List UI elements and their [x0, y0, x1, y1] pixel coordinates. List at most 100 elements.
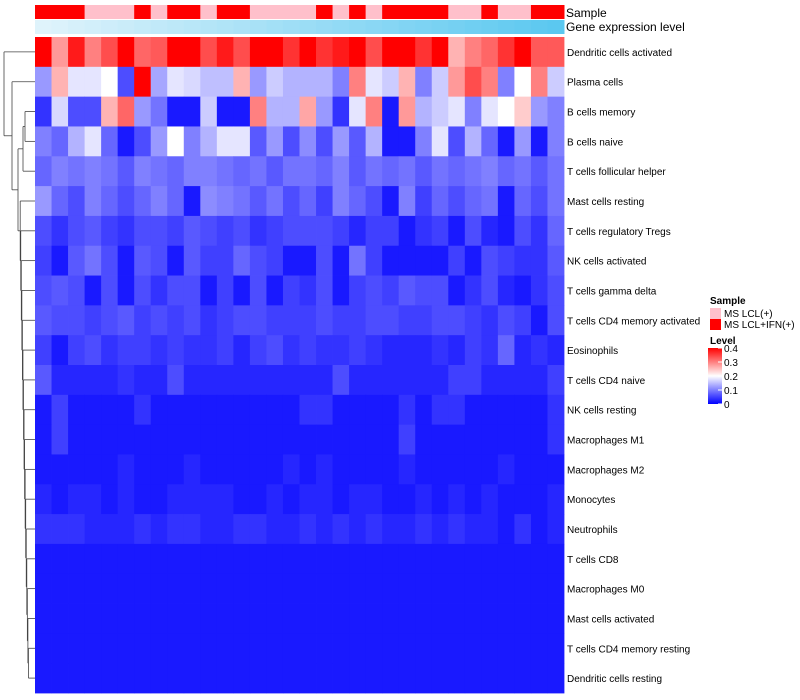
heatmap-cell [68, 37, 85, 68]
heatmap-cell [415, 66, 433, 98]
heatmap-cell [382, 245, 400, 276]
gene-expression-annotation-cell [51, 20, 69, 34]
heatmap-cell [200, 424, 218, 455]
heatmap-cell [68, 215, 85, 247]
gene-expression-annotation-cell [415, 20, 433, 34]
heatmap-cell [233, 156, 251, 187]
heatmap-cell [415, 365, 433, 396]
heatmap-cell [216, 215, 234, 247]
heatmap-cell [200, 66, 218, 98]
heatmap-cell [150, 156, 168, 187]
heatmap-cell [299, 514, 317, 545]
heatmap-cell [448, 484, 466, 515]
heatmap-cell [216, 305, 234, 336]
heatmap-cell [332, 454, 350, 485]
sample-annotation-cell [547, 5, 565, 19]
heatmap-cell [35, 424, 52, 455]
heatmap-cell [200, 305, 218, 336]
heatmap-cell [481, 365, 499, 396]
heatmap-cell [84, 603, 102, 634]
heatmap-cell [316, 424, 333, 455]
heatmap-cell [266, 424, 284, 455]
heatmap-cell [431, 215, 449, 247]
heatmap-cell [448, 603, 466, 634]
heatmap-cell [464, 514, 482, 545]
heatmap-cell [514, 96, 532, 127]
heatmap-cell [431, 126, 449, 157]
heatmap-cell [150, 573, 168, 604]
heatmap-cell [216, 245, 234, 276]
heatmap-cell [382, 573, 400, 604]
legend-tick-label: 0.3 [724, 358, 738, 369]
heatmap-cell [382, 603, 400, 634]
row-label: NK cells activated [567, 257, 646, 268]
heatmap-cell [84, 305, 102, 336]
heatmap-cell [415, 305, 433, 336]
heatmap-cell [249, 573, 267, 604]
heatmap-cell [448, 275, 466, 306]
heatmap-cell [547, 245, 565, 276]
heatmap-cell [514, 663, 532, 694]
heatmap-cell [282, 514, 300, 545]
heatmap-cell [349, 245, 367, 276]
heatmap-cell [84, 156, 102, 187]
row-label: B cells naive [567, 137, 624, 148]
heatmap-cell [216, 603, 234, 634]
heatmap-cell [233, 633, 251, 664]
heatmap-cell [547, 66, 565, 98]
heatmap-cell [282, 215, 300, 247]
heatmap-cell [68, 633, 85, 664]
heatmap-cell [134, 215, 152, 247]
heatmap-cell [481, 156, 499, 187]
heatmap-cell [365, 126, 383, 157]
heatmap-cell [415, 454, 433, 485]
heatmap-cell [117, 424, 135, 455]
heatmap-cell [349, 365, 367, 396]
heatmap-cell [233, 245, 251, 276]
heatmap-cell [481, 573, 499, 604]
heatmap-cell [332, 156, 350, 187]
sample-annotation-cell [167, 5, 185, 19]
heatmap-cell [448, 663, 466, 694]
heatmap-cell [481, 394, 499, 426]
heatmap-cell [365, 663, 383, 694]
heatmap-cell [299, 126, 317, 157]
heatmap-cell [216, 394, 234, 426]
heatmap-cell [481, 633, 499, 664]
heatmap-cell [266, 156, 284, 187]
heatmap-cell [249, 663, 267, 694]
legend-entry-ms-lcl-ifn: MS LCL+IFN(+) [724, 320, 795, 331]
heatmap-cell [167, 305, 185, 336]
heatmap-cell [51, 275, 69, 306]
heatmap-cell [332, 96, 350, 127]
heatmap-cell [415, 215, 433, 247]
sample-annotation-cell [216, 5, 234, 19]
heatmap-cell [349, 573, 367, 604]
heatmap-cell [183, 335, 201, 366]
heatmap-cell [134, 66, 152, 98]
heatmap-cell [68, 365, 85, 396]
heatmap-cell [299, 215, 317, 247]
heatmap-cell [514, 275, 532, 306]
heatmap-cell [299, 66, 317, 98]
heatmap-cell [200, 454, 218, 485]
heatmap-cell [84, 394, 102, 426]
gene-expression-annotation-cell [349, 20, 367, 34]
heatmap-cell [101, 275, 119, 306]
heatmap-cell [35, 573, 52, 604]
heatmap-cell [448, 245, 466, 276]
sample-annotation-cell [282, 5, 300, 19]
heatmap-cell [35, 156, 52, 187]
heatmap-cell [101, 633, 119, 664]
row-label: Eosinophils [567, 346, 618, 357]
row-label: Dendritic cells resting [567, 674, 662, 685]
heatmap-cell [382, 66, 400, 98]
heatmap-cell [332, 663, 350, 694]
heatmap-cell [431, 305, 449, 336]
heatmap-cell [316, 365, 333, 396]
heatmap-cell [150, 96, 168, 127]
heatmap-cell [200, 156, 218, 187]
sample-annotation-cell [233, 5, 251, 19]
legend-sample-title: Sample [710, 296, 746, 307]
heatmap-cell [68, 96, 85, 127]
